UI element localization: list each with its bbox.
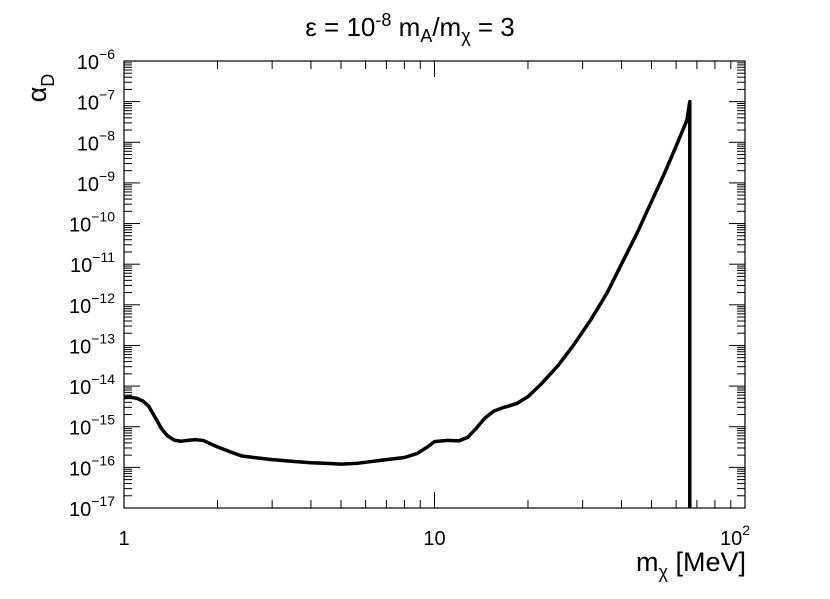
y-tick-label-exp: −12 (91, 290, 115, 306)
y-axis-label-sub: D (38, 74, 58, 87)
title-ratio-value: = 3 (471, 12, 515, 42)
y-tick-label: 10−7 (77, 87, 115, 115)
title-epsilon: ε (305, 12, 317, 42)
x-axis-label-base: m (636, 547, 659, 577)
y-tick-label-exp: −13 (91, 330, 115, 346)
y-tick-label-exp: −17 (91, 493, 115, 509)
y-tick-label-exp: −16 (91, 452, 115, 468)
y-tick-label-exp: −6 (99, 46, 115, 62)
y-tick-label-base: 10 (77, 133, 99, 155)
y-tick-label-base: 10 (69, 458, 91, 480)
series-layer (123, 99, 692, 508)
y-tick-label-base: 10 (69, 336, 91, 358)
x-tick-label-base: 10 (720, 528, 742, 550)
y-tick-label: 10−8 (77, 127, 115, 155)
y-axis-label-base: α (22, 87, 52, 103)
y-tick-label-exp: −8 (99, 127, 115, 143)
x-axis-label: mχ [MeV] (636, 547, 746, 582)
title-ratio-m: m (399, 12, 421, 42)
title-ratio-sub-a: A (420, 26, 432, 46)
y-tick-label-base: 10 (69, 296, 91, 318)
y-tick-label: 10−10 (69, 209, 115, 237)
y-tick-label: 10−15 (69, 412, 115, 440)
y-tick-label-base: 10 (77, 174, 99, 196)
y-tick-label: 10−14 (69, 371, 115, 399)
y-tick-label-exp: −11 (92, 249, 115, 265)
y-tick-label-exp: −9 (99, 168, 115, 184)
title-ratio-sub-chi: χ (461, 26, 471, 46)
y-tick-label-base: 10 (69, 499, 91, 521)
title-epsilon-prefix: = 10 (317, 12, 376, 42)
y-tick-label: 10−13 (69, 330, 115, 358)
chart-title: ε = 10-8 mA/mχ = 3 (305, 10, 515, 46)
y-tick-label-exp: −10 (91, 209, 115, 225)
y-tick-label-base: 10 (69, 418, 91, 440)
y-tick-label-exp: −14 (91, 371, 115, 387)
y-tick-label-exp: −15 (91, 412, 115, 428)
y-tick-label-base: 10 (70, 255, 92, 277)
y-tick-label-base: 10 (77, 93, 99, 115)
y-tick-label: 10−16 (69, 452, 115, 480)
y-tick-label: 10−9 (77, 168, 115, 196)
x-tick-label: 102 (720, 522, 750, 550)
title-ratio-slash: /m (432, 12, 461, 42)
y-tick-label: 10−6 (77, 46, 115, 74)
y-tick-label: 10−17 (69, 493, 115, 521)
y-tick-label-base: 10 (77, 52, 99, 74)
x-axis-label-unit: [MeV] (668, 547, 746, 577)
y-tick-label-exp: −7 (99, 87, 115, 103)
y-axis-label: αD (22, 74, 58, 103)
y-tick-label: 10−12 (69, 290, 115, 318)
y-tick-label: 10−11 (70, 249, 115, 277)
x-axis-label-sub: χ (659, 562, 669, 582)
series-line-0 (123, 99, 692, 508)
x-tick-label: 1 (118, 528, 129, 550)
title-epsilon-exp: -8 (375, 10, 391, 30)
tick-labels-layer: 1 10 10210−610−710−810−910−1010−1110−1210−… (69, 46, 750, 550)
x-tick-label-exp: 2 (742, 522, 750, 538)
y-tick-label-base: 10 (69, 377, 91, 399)
y-tick-label-base: 10 (69, 215, 91, 237)
title-spacer (391, 12, 398, 42)
ticks-layer (123, 61, 746, 509)
x-tick-label: 10 (423, 528, 445, 550)
